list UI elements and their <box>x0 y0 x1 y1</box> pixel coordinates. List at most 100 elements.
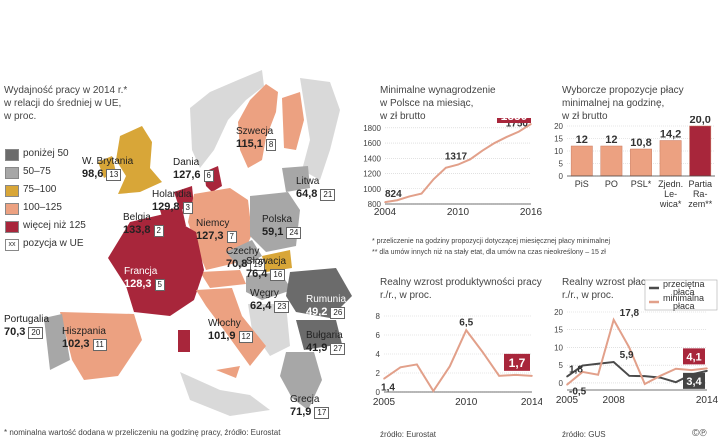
legend-label: 100–125 <box>23 202 62 213</box>
map-lithuania <box>282 166 310 192</box>
data-point <box>628 346 631 349</box>
data-point <box>481 149 484 152</box>
data-point <box>518 130 520 133</box>
country-rank: 20 <box>28 327 44 339</box>
data-label: -0,5 <box>569 387 587 398</box>
country-value: 70,3 <box>4 326 26 338</box>
data-point <box>396 199 398 202</box>
country-rank: 6 <box>203 170 214 182</box>
country-label: Niemcy 127,3 7 <box>196 218 237 243</box>
country-name: Hiszpania <box>62 326 106 337</box>
map-footnote: * nominalna wartość dodana w przeliczeni… <box>4 428 281 437</box>
data-point <box>675 381 677 383</box>
data-point <box>416 363 418 366</box>
wages-chart: 05101520przeciętnapłacaminimalnapłaca200… <box>554 279 719 406</box>
country-name: Dania <box>173 157 200 168</box>
x-tick-label: 2014 <box>696 395 719 406</box>
country-label: Belgia 133,8 2 <box>123 212 164 237</box>
country-rank: 12 <box>238 331 254 343</box>
data-point <box>408 195 411 198</box>
chart4-source: źródło: GUS <box>562 430 606 439</box>
y-tick-label: 1200 <box>363 170 381 179</box>
highlight-label: 1850 <box>501 118 528 123</box>
category-label: PiS <box>575 179 589 189</box>
chart1-caption: Minimalne wynagrodzenie w Polsce na mies… <box>380 85 496 122</box>
x-tick-label: 2005 <box>556 395 579 406</box>
data-point <box>706 370 708 372</box>
map-portugal <box>44 314 70 370</box>
highlight-label: 4,1 <box>686 351 701 363</box>
data-point <box>514 374 517 376</box>
bar-value-label: 14,2 <box>660 129 681 141</box>
chart2-footnotes: * przeliczenie na godziny propozycji dot… <box>372 238 611 256</box>
map-uk <box>116 126 162 194</box>
series-line <box>566 317 708 386</box>
category-label: Ra- <box>693 189 708 199</box>
data-point <box>612 319 615 321</box>
country-rank: 11 <box>92 339 107 351</box>
data-point <box>643 375 646 377</box>
data-label: 1317 <box>445 152 468 163</box>
bar <box>570 145 593 177</box>
category-label: PO <box>605 179 618 189</box>
country-value: 115,1 <box>236 138 263 150</box>
y-tick-label: 800 <box>368 200 382 209</box>
country-label: Polska 59,1 24 <box>262 214 302 239</box>
data-label: 5,9 <box>620 350 634 361</box>
legend-swatch <box>5 185 19 197</box>
y-tick-label: 0 <box>559 172 564 181</box>
legend-swatch: xx <box>5 239 19 251</box>
country-label: Czechy 70,8 19 <box>226 246 266 271</box>
data-point <box>581 364 584 367</box>
legend-label: 50–75 <box>23 166 51 177</box>
country-name: Włochy <box>208 318 241 329</box>
data-label: 1,4 <box>381 383 395 394</box>
country-name: Litwa <box>296 176 320 187</box>
data-point <box>581 371 584 373</box>
highlight-box <box>497 118 531 123</box>
legend-label: płaca <box>673 301 695 311</box>
data-label: 824 <box>385 189 402 200</box>
data-point <box>399 366 402 369</box>
data-point <box>493 142 496 144</box>
data-point <box>457 163 459 166</box>
country-value: 59,1 <box>262 226 284 238</box>
country-rank: 13 <box>106 169 122 181</box>
x-tick-label: 2008 <box>603 395 626 406</box>
data-point <box>465 329 468 332</box>
bar <box>689 125 712 177</box>
data-point <box>498 375 500 377</box>
y-tick-label: 20 <box>554 122 563 131</box>
highlight-label: 3,4 <box>686 376 702 388</box>
productivity-chart: 0 2 4 6 8 2005 2010 2014 1,4 6,5 1,7 <box>373 312 542 408</box>
y-tick-label: 0 <box>559 379 564 388</box>
data-point <box>690 369 693 371</box>
chart3-caption: Realny wzrost produktywności pracy r./r.… <box>380 277 542 301</box>
country-label: Holandia 129,8 3 <box>152 189 193 214</box>
data-point <box>597 373 599 376</box>
bar <box>659 140 682 177</box>
data-point <box>505 136 508 138</box>
legend-label: pozycja w UE <box>23 238 84 249</box>
bar <box>600 145 623 177</box>
country-value: 71,9 <box>290 406 312 418</box>
country-name: Węgry <box>250 288 279 299</box>
highlight-box <box>683 348 705 365</box>
country-rank: 26 <box>330 307 346 319</box>
legend-label: więcej niż 125 <box>23 220 86 231</box>
legend-label: minimalna <box>663 293 704 303</box>
data-point <box>597 362 599 365</box>
proposals-chart: 0 5 10 15 20 12 PiS 12 PO 10,8 PSL* 14,2 Zjedn.Le-wi… <box>554 116 715 209</box>
highlight-label: 1,7 <box>509 356 526 370</box>
x-tick-label: 2004 <box>374 207 397 218</box>
y-tick-label: 6 <box>376 331 381 340</box>
publisher-logo: ©℗ <box>692 428 707 439</box>
legend-swatch <box>5 221 19 233</box>
country-value: 98,6 <box>82 168 104 180</box>
map-sweden <box>238 84 278 168</box>
data-point <box>383 377 385 380</box>
country-label: Włochy 101,9 12 <box>208 318 254 343</box>
x-tick-label: 2014 <box>521 397 542 408</box>
y-tick-label: 5 <box>559 160 564 169</box>
map-caption: Wydajność pracy w 2014 r.* w relacji do … <box>4 85 128 122</box>
